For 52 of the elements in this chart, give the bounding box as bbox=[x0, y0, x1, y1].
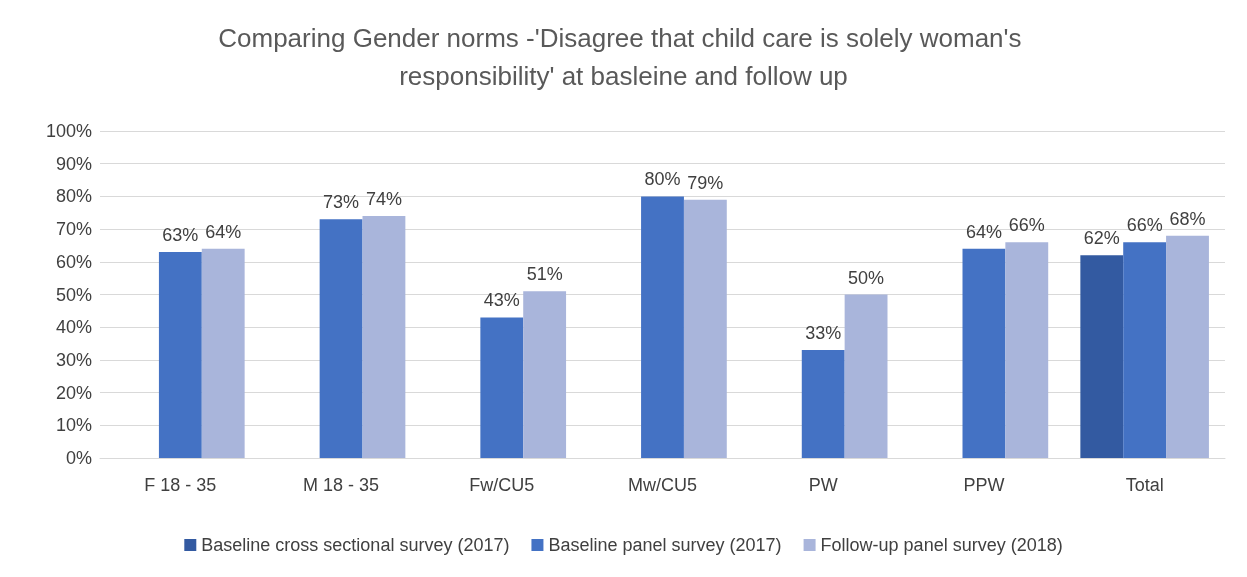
bar bbox=[962, 248, 1006, 458]
x-tick-label: M 18 - 35 bbox=[303, 475, 380, 495]
data-label: 64% bbox=[205, 221, 242, 242]
data-label: 68% bbox=[1169, 208, 1206, 229]
x-tick-label: PW bbox=[808, 475, 838, 495]
data-label: 62% bbox=[1083, 228, 1120, 249]
bar bbox=[201, 248, 245, 458]
data-label: 51% bbox=[526, 264, 563, 285]
y-tick-label: 50% bbox=[55, 284, 92, 305]
data-label: 66% bbox=[1008, 215, 1045, 236]
data-label: 80% bbox=[644, 169, 681, 190]
chart-title: Comparing Gender norms -'Disagree that child care is solely woman's responsibility' at basleine and follow up bbox=[218, 23, 1029, 91]
data-label: 50% bbox=[848, 267, 885, 288]
x-tick-label: Fw/CU5 bbox=[469, 475, 535, 495]
data-label: 43% bbox=[483, 290, 520, 311]
y-tick-label: 30% bbox=[55, 349, 92, 370]
x-tick-label: Mw/CU5 bbox=[627, 475, 698, 495]
y-tick-label: 0% bbox=[65, 448, 92, 468]
data-label: 33% bbox=[805, 323, 842, 344]
data-label: 66% bbox=[1126, 215, 1163, 236]
bar bbox=[1005, 242, 1049, 458]
data-label: 79% bbox=[687, 172, 724, 193]
y-tick-label: 60% bbox=[55, 251, 92, 272]
bar bbox=[319, 219, 363, 458]
data-label: 63% bbox=[162, 224, 199, 245]
bar bbox=[801, 350, 845, 458]
bar bbox=[1123, 242, 1167, 458]
y-tick-label: 80% bbox=[55, 186, 92, 207]
bar bbox=[844, 294, 888, 458]
legend-label: Baseline cross sectional survey (2017) bbox=[201, 535, 510, 555]
y-tick-label: 40% bbox=[55, 317, 92, 338]
data-label: 74% bbox=[365, 189, 402, 210]
legend-label: Follow-up panel survey (2018) bbox=[820, 535, 1063, 555]
x-tick-label: PPW bbox=[963, 475, 1005, 495]
y-tick-label: 20% bbox=[55, 382, 92, 403]
data-label: 73% bbox=[323, 192, 360, 213]
bar bbox=[683, 199, 727, 458]
y-tick-label: 100% bbox=[45, 121, 92, 141]
bar bbox=[480, 317, 524, 458]
bar bbox=[641, 196, 684, 458]
bar bbox=[158, 251, 202, 458]
data-label: 64% bbox=[965, 221, 1002, 242]
y-tick-label: 90% bbox=[55, 153, 92, 174]
legend-label: Baseline panel survey (2017) bbox=[548, 535, 782, 555]
y-tick-label: 10% bbox=[55, 415, 92, 436]
x-tick-label: F 18 - 35 bbox=[144, 475, 217, 495]
bar bbox=[1080, 255, 1124, 458]
bar bbox=[1166, 235, 1209, 458]
bar bbox=[523, 291, 567, 458]
y-tick-label: 70% bbox=[55, 219, 92, 240]
x-tick-label: Total bbox=[1125, 475, 1164, 495]
bar bbox=[362, 216, 406, 458]
